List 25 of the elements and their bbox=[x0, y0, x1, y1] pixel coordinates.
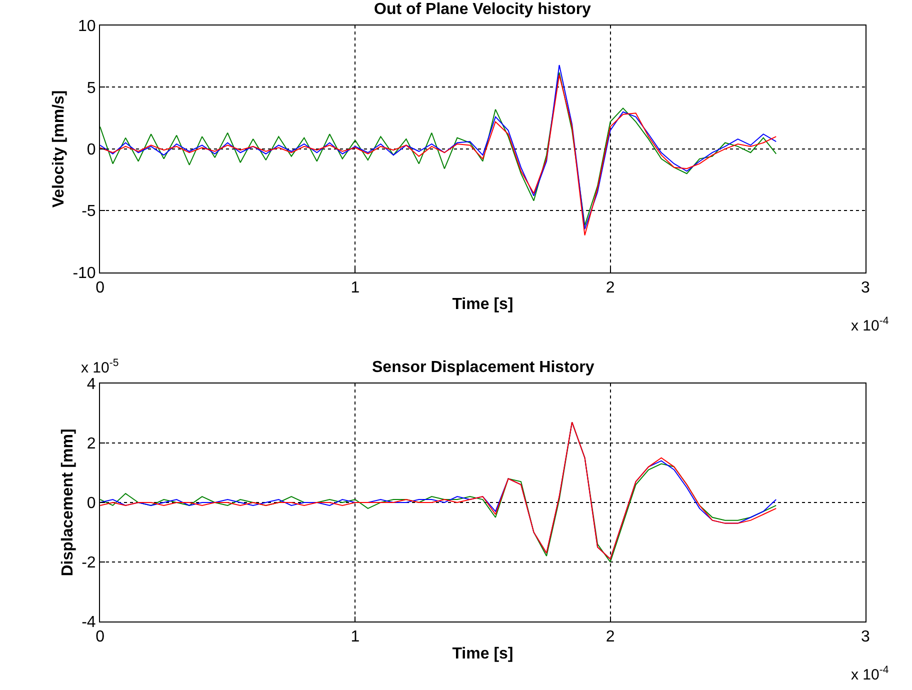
y-tick-label: -5 bbox=[82, 203, 96, 220]
y-tick-label: 5 bbox=[86, 80, 96, 97]
x-axis-title: Time [s] bbox=[452, 645, 514, 662]
y-tick-label: 4 bbox=[86, 376, 96, 394]
x-axis-title: Time [s] bbox=[452, 296, 514, 314]
y-tick-label: 0 bbox=[86, 142, 96, 159]
x-tick-label: 2 bbox=[606, 628, 615, 646]
text: x 10$^{-5}$ bbox=[81, 357, 119, 376]
x-tick-label: 2 bbox=[606, 280, 615, 296]
text: x 10$^{-4}$ bbox=[851, 664, 889, 684]
chart-title: Out of Plane Velocity history bbox=[374, 1, 592, 18]
x-tick-label: 1 bbox=[350, 628, 360, 646]
y-tick-label: 0 bbox=[86, 495, 96, 512]
y-tick-label: 10 bbox=[78, 18, 96, 36]
y-axis-title: Displacement [mm] bbox=[60, 428, 77, 576]
x-tick-label: 3 bbox=[860, 280, 870, 296]
y-tick-label: -2 bbox=[82, 554, 96, 572]
y-axis-title: Velocity [mm/s] bbox=[50, 90, 68, 208]
y-tick-label: -10 bbox=[72, 264, 96, 282]
text: x 10$^{-4}$ bbox=[851, 315, 889, 334]
y-tick-label: 2 bbox=[86, 436, 96, 453]
x-tick-label: 1 bbox=[350, 280, 360, 296]
y-tick-label: -4 bbox=[82, 614, 96, 632]
x-tick-label: 3 bbox=[860, 628, 870, 646]
chart-title: Sensor Displacement History bbox=[372, 359, 594, 376]
